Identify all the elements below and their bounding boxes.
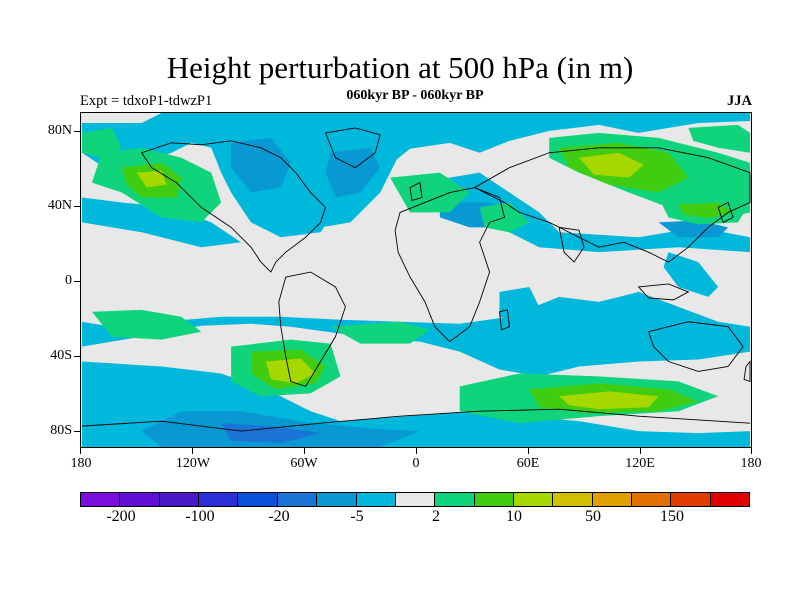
- x-tick: [192, 448, 193, 454]
- x-axis-label: 120W: [175, 456, 211, 471]
- contour-region: [499, 286, 540, 322]
- colorbar-segment: [277, 493, 318, 506]
- colorbar-segment: [553, 493, 593, 506]
- coastlines: [81, 127, 751, 432]
- map-plot-area: [80, 112, 752, 448]
- colorbar-label: -200: [106, 508, 136, 525]
- contour-region: [221, 423, 321, 444]
- colorbar-segment: [671, 493, 711, 506]
- colorbar-segment: [199, 493, 239, 506]
- contour-region: [325, 147, 381, 198]
- contour-region: [82, 127, 122, 158]
- x-tick: [640, 448, 641, 454]
- contour-region: [579, 152, 644, 178]
- colorbar-segment: [435, 493, 475, 506]
- map-svg: [81, 113, 751, 447]
- contour-region: [688, 124, 750, 153]
- colorbar-label: 2: [432, 508, 440, 525]
- colorbar-segment: [710, 493, 750, 506]
- x-axis-label: 0: [412, 456, 420, 471]
- y-tick: [74, 206, 80, 207]
- colorbar-label: -5: [350, 508, 364, 525]
- colorbar-segment: [395, 493, 436, 506]
- y-axis-label: 40N: [47, 198, 72, 213]
- colorbar-segment: [474, 493, 514, 506]
- colorbar-label: -100: [185, 508, 215, 525]
- x-axis-label: 60E: [516, 456, 540, 471]
- y-axis-label: 40S: [50, 348, 72, 363]
- colorbar-label: 150: [660, 508, 684, 525]
- colorbar: [80, 492, 750, 507]
- y-tick: [74, 281, 80, 282]
- y-tick: [74, 431, 80, 432]
- x-tick: [528, 448, 529, 454]
- x-tick: [751, 448, 752, 454]
- y-axis-label: 0: [65, 273, 72, 288]
- experiment-label: Expt = tdxoP1-tdwzP1: [80, 93, 213, 109]
- x-axis-label: 180: [70, 456, 92, 471]
- colorbar-segment: [632, 493, 672, 506]
- colorbar-segment: [238, 493, 278, 506]
- colorbar-label: -20: [268, 508, 290, 525]
- colorbar-segment: [159, 493, 200, 506]
- contour-region: [330, 321, 430, 344]
- x-tick: [416, 448, 417, 454]
- chart-subtitle: 060kyr BP - 060kyr BP: [346, 88, 484, 103]
- season-label: JJA: [727, 93, 752, 109]
- colorbar-segment: [120, 493, 160, 506]
- contour-region: [663, 252, 719, 297]
- contour-region: [419, 172, 750, 253]
- y-tick: [74, 356, 80, 357]
- colorbar-segment: [592, 493, 633, 506]
- contour-region: [658, 220, 729, 238]
- x-axis-label: 120E: [625, 456, 655, 471]
- x-tick: [304, 448, 305, 454]
- y-axis-label: 80S: [50, 423, 72, 438]
- x-tick: [80, 448, 81, 454]
- contour-region: [559, 391, 659, 410]
- colorbar-label: 10: [506, 508, 522, 525]
- contour-region: [91, 309, 202, 340]
- colorbar-segment: [317, 493, 357, 506]
- contour-region: [265, 358, 316, 384]
- contour-region: [136, 170, 167, 188]
- x-axis-label: 180: [740, 456, 762, 471]
- colorbar-segment: [513, 493, 554, 506]
- contour-region: [390, 172, 470, 213]
- contour-region: [82, 197, 242, 248]
- chart-title: Height perturbation at 500 hPa (in m): [166, 50, 634, 85]
- y-axis-label: 80N: [47, 123, 72, 138]
- x-axis-label: 60W: [290, 456, 318, 471]
- contour-region: [231, 137, 291, 193]
- colorbar-label: 50: [585, 508, 601, 525]
- y-tick: [74, 131, 80, 132]
- colorbar-segment: [356, 493, 396, 506]
- colorbar-segment: [81, 493, 121, 506]
